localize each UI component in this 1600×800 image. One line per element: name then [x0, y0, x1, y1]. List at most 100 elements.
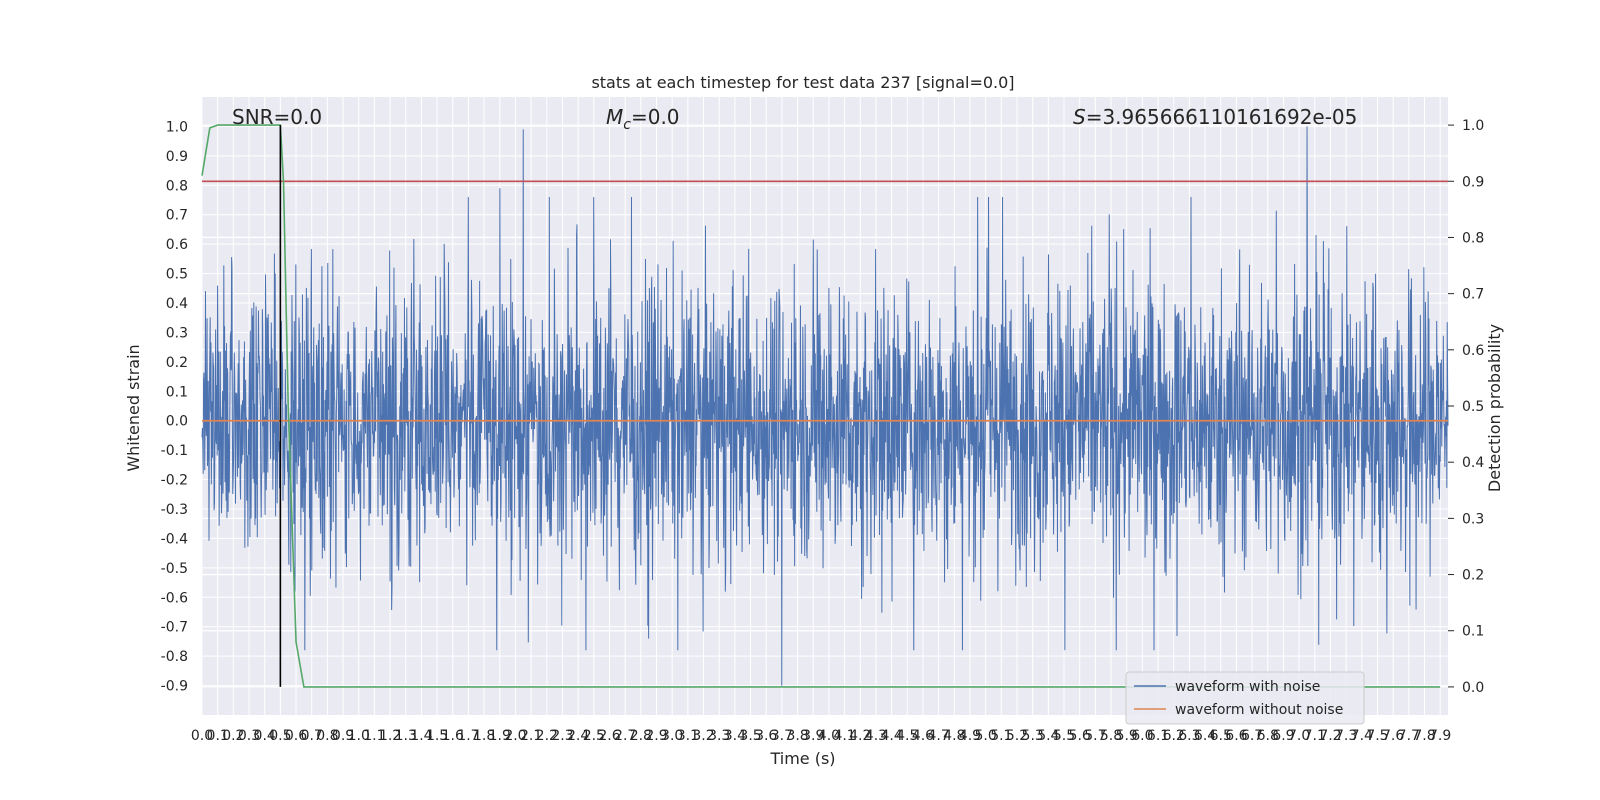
y-axis-label: Whitened strain [124, 344, 143, 471]
annotation-mc: Mc=0.0 [606, 105, 680, 133]
x-tick-label: 5.6 [1069, 728, 1091, 744]
y-right-tick-label: 1.0 [1462, 118, 1484, 134]
x-axis-ticks: 0.00.10.20.30.40.50.60.70.80.91.01.11.21… [191, 728, 1451, 744]
x-tick-label: 1.2 [379, 728, 401, 744]
x-tick-label: 2.0 [504, 728, 526, 744]
x-tick-label: 4.4 [880, 728, 902, 744]
x-tick-label: 6.9 [1272, 728, 1294, 744]
annotation-mc-subscript: c [623, 117, 631, 133]
y-tick-label: 1.0 [166, 119, 188, 135]
x-tick-label: 0.0 [191, 728, 213, 744]
y-tick-label: 0.7 [166, 208, 188, 224]
y-tick-label: -0.9 [161, 679, 188, 695]
x-tick-label: 7.3 [1335, 728, 1357, 744]
y-tick-label: -0.1 [161, 443, 188, 459]
y-right-tick-label: 0.0 [1462, 680, 1484, 696]
x-tick-label: 0.6 [285, 728, 307, 744]
x-tick-label: 1.5 [426, 728, 448, 744]
x-tick-label: 4.8 [943, 728, 965, 744]
detection-probability-line [201, 124, 1441, 688]
x-tick-label: 3.3 [708, 728, 730, 744]
x-tick-label: 1.7 [457, 728, 479, 744]
x-tick-label: 2.5 [583, 728, 605, 744]
x-tick-label: 0.1 [207, 728, 229, 744]
x-tick-label: 7.7 [1398, 728, 1420, 744]
x-tick-label: 3.5 [739, 728, 761, 744]
y-right-tick-label: 0.8 [1462, 230, 1484, 246]
y-tick-label: -0.5 [161, 561, 188, 577]
x-tick-label: 7.2 [1319, 728, 1341, 744]
x-tick-label: 7.5 [1366, 728, 1388, 744]
annotation-s-symbol: S [1073, 105, 1086, 129]
x-tick-label: 5.3 [1022, 728, 1044, 744]
x-tick-label: 2.9 [645, 728, 667, 744]
x-tick-label: 6.5 [1210, 728, 1232, 744]
y-right-tick-label: 0.2 [1462, 568, 1484, 584]
y-tick-label: 0.2 [166, 355, 188, 371]
x-tick-label: 6.2 [1163, 728, 1185, 744]
legend-box [1125, 671, 1365, 725]
y-right-tick-label: 0.4 [1462, 455, 1484, 471]
x-tick-label: 7.0 [1288, 728, 1310, 744]
y-tick-label: -0.6 [161, 590, 188, 606]
x-tick-label: 3.7 [771, 728, 793, 744]
y-axis-ticks: -0.9 -0.8 -0.7 -0.6 -0.5 -0.4 -0.3 -0.2 -0.1 0.0 0… [161, 119, 188, 694]
x-tick-label: 2.4 [567, 728, 589, 744]
x-tick-label: 7.1 [1304, 728, 1326, 744]
series-lines [201, 124, 1448, 688]
x-tick-label: 3.4 [724, 728, 746, 744]
y-tick-label: -0.4 [161, 531, 188, 547]
x-tick-label: 0.8 [316, 728, 338, 744]
x-tick-label: 5.2 [1006, 728, 1028, 744]
x-tick-label: 4.2 [849, 728, 871, 744]
x-tick-label: 3.6 [755, 728, 777, 744]
x-tick-label: 7.8 [1413, 728, 1435, 744]
annotation-s: S=3.965666110161692e-05 [1073, 105, 1357, 129]
x-tick-label: 5.9 [1116, 728, 1138, 744]
x-tick-label: 3.0 [661, 728, 683, 744]
x-tick-label: 7.6 [1382, 728, 1404, 744]
x-tick-label: 7.9 [1429, 728, 1451, 744]
x-tick-label: 0.9 [332, 728, 354, 744]
legend-label-waveform-without-noise: waveform without noise [1175, 702, 1343, 718]
x-tick-label: 5.1 [990, 728, 1012, 744]
y-tick-label: -0.8 [161, 649, 188, 665]
x-tick-label: 6.7 [1241, 728, 1263, 744]
y-right-tick-label: 0.1 [1462, 624, 1484, 640]
legend-label-waveform-with-noise: waveform with noise [1175, 679, 1320, 695]
x-tick-label: 4.3 [865, 728, 887, 744]
y-right-tick-label: 0.6 [1462, 343, 1484, 359]
annotation-mc-value: =0.0 [631, 105, 680, 129]
x-tick-label: 7.4 [1351, 728, 1373, 744]
x-tick-label: 2.3 [551, 728, 573, 744]
x-tick-label: 2.8 [630, 728, 652, 744]
x-tick-label: 0.2 [222, 728, 244, 744]
y-tick-label: 0.1 [166, 384, 188, 400]
x-tick-label: 1.1 [363, 728, 385, 744]
x-tick-label: 2.1 [520, 728, 542, 744]
x-tick-label: 5.8 [1100, 728, 1122, 744]
x-tick-label: 3.9 [802, 728, 824, 744]
x-tick-label: 3.2 [692, 728, 714, 744]
y-tick-label: 0.6 [166, 237, 188, 253]
x-tick-label: 0.3 [238, 728, 260, 744]
x-tick-label: 6.4 [1194, 728, 1216, 744]
x-tick-label: 1.0 [348, 728, 370, 744]
x-tick-label: 6.1 [1147, 728, 1169, 744]
annotation-s-value: =3.965666110161692e-05 [1086, 105, 1358, 129]
x-tick-label: 6.0 [1131, 728, 1153, 744]
x-tick-label: 5.7 [1084, 728, 1106, 744]
x-tick-label: 4.5 [896, 728, 918, 744]
x-tick-label: 4.1 [833, 728, 855, 744]
y-right-tick-label: 0.7 [1462, 287, 1484, 303]
series-waveform-with-noise [201, 126, 1449, 686]
x-tick-label: 5.5 [1053, 728, 1075, 744]
x-tick-label: 0.5 [269, 728, 291, 744]
x-tick-label: 2.2 [536, 728, 558, 744]
y-tick-label: -0.2 [161, 473, 188, 489]
x-tick-label: 1.6 [442, 728, 464, 744]
annotation-snr: SNR=0.0 [232, 105, 322, 129]
x-tick-label: 1.9 [489, 728, 511, 744]
y-right-tick-label: 0.5 [1462, 399, 1484, 415]
